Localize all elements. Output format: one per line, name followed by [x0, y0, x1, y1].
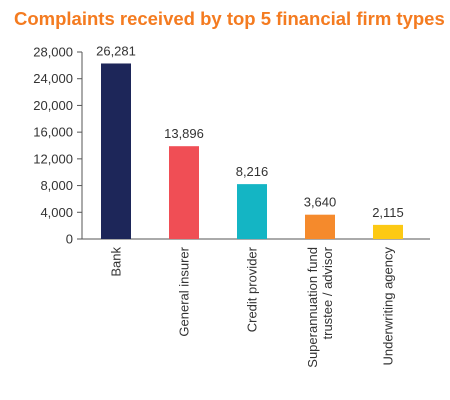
y-tick-label: 4,000	[40, 205, 73, 220]
x-tick-label: Underwriting agency	[381, 247, 396, 366]
bar	[237, 184, 267, 239]
y-tick-label: 24,000	[33, 71, 73, 86]
x-tick-label-line: Credit provider	[245, 246, 260, 332]
bar	[305, 214, 335, 239]
data-labels: 26,281 13,896 8,216 3,640 2,115	[96, 43, 404, 219]
x-tick-label-line: trustee / advisor	[320, 246, 335, 339]
data-label: 26,281	[96, 43, 136, 58]
x-tick-labels: Bank General insurer Credit provider Supera…	[109, 246, 396, 367]
bars	[101, 63, 403, 239]
x-tick-label: Superannuation fundtrustee / advisor	[305, 246, 335, 367]
y-tick-label: 0	[66, 232, 73, 247]
axes: 0 4,000 8,000 12,000 16,000 20,000 24,000 28,00…	[33, 45, 430, 247]
data-label: 3,640	[304, 195, 337, 210]
x-tick-label: Credit provider	[245, 246, 260, 332]
y-tick-label: 12,000	[33, 151, 73, 166]
chart-title: Complaints received by top 5 financial f…	[14, 8, 445, 29]
x-tick-label-line: Bank	[109, 247, 124, 277]
bar	[169, 146, 199, 239]
y-tick-label: 8,000	[40, 178, 73, 193]
x-tick-label: Bank	[109, 247, 124, 277]
data-label: 8,216	[236, 164, 269, 179]
y-tick-label: 28,000	[33, 45, 73, 60]
bar	[101, 63, 131, 239]
x-tick-label-line: Underwriting agency	[381, 247, 396, 366]
data-label: 13,896	[164, 126, 204, 141]
y-tick-label: 20,000	[33, 98, 73, 113]
y-tick-label: 16,000	[33, 125, 73, 140]
bar	[373, 224, 403, 239]
data-label: 2,115	[372, 205, 404, 220]
x-tick-label: General insurer	[177, 246, 192, 336]
x-tick-label-line: Superannuation fund	[305, 247, 320, 368]
x-tick-label-line: General insurer	[177, 246, 192, 336]
